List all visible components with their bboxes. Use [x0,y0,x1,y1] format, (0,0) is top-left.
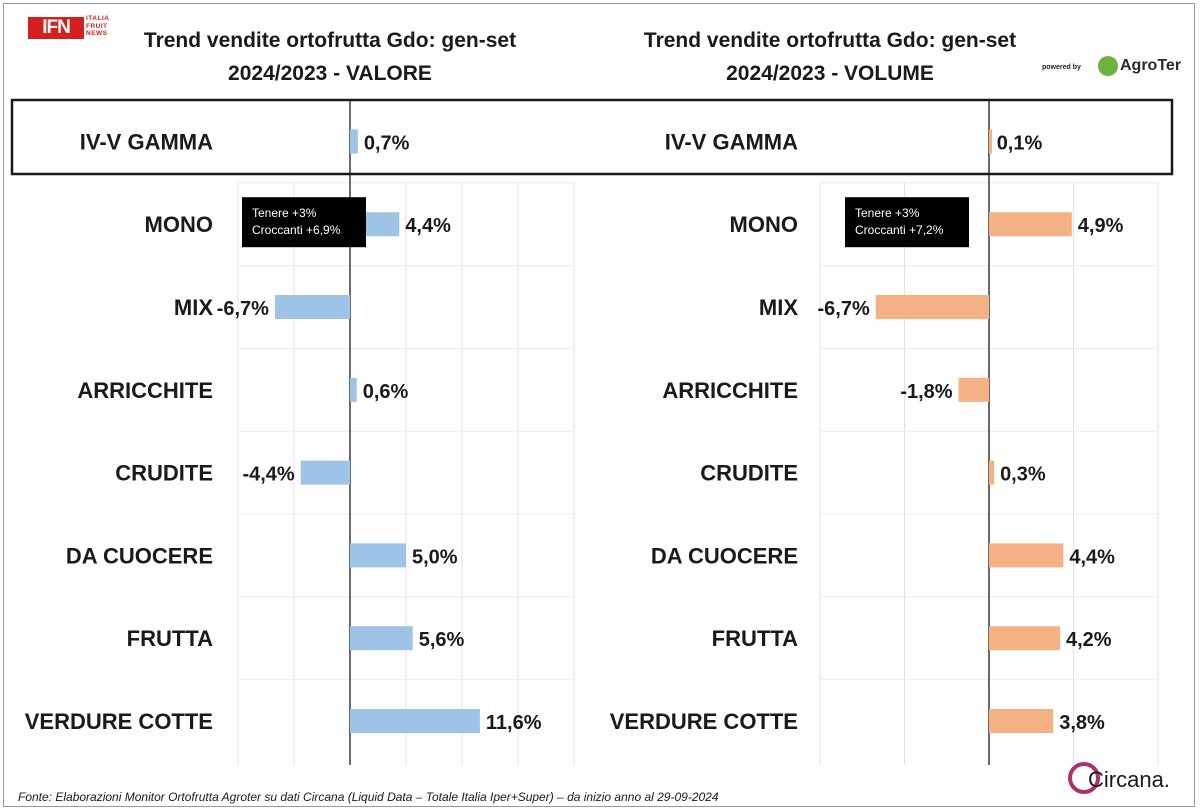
category-label: MONO [145,212,213,237]
agroter-logo-text: AgroTer [1120,57,1182,74]
data-label: 0,6% [363,381,409,403]
callout-text: Tenere +3% [252,206,317,220]
data-label: 3,8% [1059,712,1105,734]
ifn-logo-sub: ITALIA FRUIT NEWS [86,15,109,38]
data-label: -6,7% [217,298,269,320]
data-label: 4,4% [1069,546,1115,568]
category-label: MIX [759,295,798,320]
bar [989,129,992,154]
category-label: FRUTTA [127,626,213,651]
data-label: 11,6% [486,712,542,734]
category-label: DA CUOCERE [66,543,213,568]
chart-title-valore-line-2: 2024/2023 - VALORE [228,62,432,85]
data-label: 5,0% [412,546,458,568]
agroter-leaf-icon [1098,56,1118,76]
category-label: CRUDITE [115,461,213,486]
bar [989,460,995,485]
circana-logo: Circana. [1068,762,1188,798]
data-label: 4,4% [405,215,451,237]
bar [989,626,1060,651]
data-label: 4,9% [1078,215,1124,237]
data-label: 0,1% [997,132,1043,154]
bar [350,709,480,733]
chart-title-volume: Trend vendite ortofrutta Gdo: gen-set 20… [570,24,1090,90]
data-label: -4,4% [242,464,294,486]
agroter-logo: AgroTer [1098,54,1182,80]
chart-title-volume-line-1: Trend vendite ortofrutta Gdo: gen-set [643,29,1017,52]
bar [989,709,1054,733]
category-label: IV-V GAMMA [665,129,798,154]
bar [350,543,406,568]
chart-title-volume-line-2: 2024/2023 - VOLUME [726,62,934,85]
callout-text: Croccanti +7,2% [855,223,944,237]
category-label: DA CUOCERE [651,543,798,568]
bar [350,626,413,651]
source-note: Fonte: Elaborazioni Monitor Ortofrutta A… [18,790,719,804]
data-label: 4,2% [1066,629,1112,651]
bar [274,295,350,319]
bar [350,377,357,402]
chart-title-valore: Trend vendite ortofrutta Gdo: gen-set 20… [70,24,590,90]
data-label: 0,7% [364,132,410,154]
category-label: ARRICCHITE [77,378,213,403]
callout-box [242,197,366,248]
callout-text: Croccanti +6,9% [252,223,341,237]
bar [350,129,358,154]
ifn-logo: IFN ITALIA FRUIT NEWS [28,15,114,41]
ifn-logo-line-3: NEWS [86,30,108,37]
data-label: 5,6% [419,629,465,651]
bar [958,377,989,402]
category-label: VERDURE COTTE [25,709,213,734]
chart-frame [3,3,1195,807]
category-label: MIX [174,295,213,320]
category-label: MONO [730,212,798,237]
ifn-logo-line-1: ITALIA [86,15,110,22]
bar [989,212,1072,237]
bar [875,295,989,319]
chart-title-valore-line-1: Trend vendite ortofrutta Gdo: gen-set [143,29,517,52]
circana-logo-text: Circana. [1088,767,1170,792]
category-label: CRUDITE [700,461,798,486]
bar [300,460,350,485]
data-label: -6,7% [818,298,870,320]
circana-ring-icon [1068,762,1100,794]
category-label: IV-V GAMMA [80,129,213,154]
callout-box [845,197,969,248]
ifn-logo-line-2: FRUIT [86,22,108,30]
category-label: ARRICCHITE [662,378,798,403]
powered-by-label: powered by [1042,64,1081,71]
highlight-box [10,98,1174,176]
callout-text: Tenere +3% [855,206,920,220]
bar [989,543,1064,568]
category-label: FRUTTA [712,626,798,651]
category-label: VERDURE COTTE [610,709,798,734]
data-label: 0,3% [1000,464,1046,486]
ifn-logo-mark: IFN [28,17,84,39]
data-label: -1,8% [900,381,952,403]
